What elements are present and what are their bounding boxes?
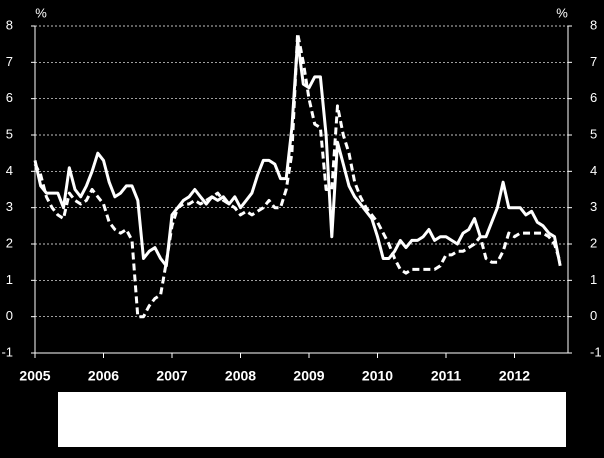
y-tick-label: 1 <box>6 272 13 287</box>
x-tick-label: 2008 <box>225 368 256 384</box>
y-tick-label: 6 <box>6 90 13 105</box>
y2-tick-label: 5 <box>590 126 597 141</box>
x-tick-label: 2005 <box>19 368 50 384</box>
x-tick-label: 2012 <box>499 368 530 384</box>
series-line <box>33 31 562 319</box>
legend-box <box>58 392 566 447</box>
y2-tick-label: 2 <box>590 235 597 250</box>
x-tick-label: 2006 <box>88 368 119 384</box>
y-tick-label: 3 <box>6 199 13 214</box>
y-tick-label: 0 <box>6 308 13 323</box>
x-tick-label: 2007 <box>156 368 187 384</box>
y-tick-label: 7 <box>6 54 13 69</box>
y-tick-label: 4 <box>6 163 13 178</box>
y-unit-left: % <box>35 5 47 20</box>
y2-tick-label: 0 <box>590 308 597 323</box>
y-tick-label: 8 <box>6 17 13 32</box>
y2-tick-label: 7 <box>590 54 597 69</box>
x-tick-label: 2010 <box>362 368 393 384</box>
x-tick-label: 2011 <box>431 368 462 384</box>
y-tick-label: -1 <box>1 344 13 359</box>
y2-tick-label: 8 <box>590 17 597 32</box>
y-tick-label: 2 <box>6 235 13 250</box>
y-unit-right: % <box>556 5 568 20</box>
y2-tick-label: 6 <box>590 90 597 105</box>
x-tick-label: 2009 <box>293 368 324 384</box>
y2-tick-label: 1 <box>590 272 597 287</box>
y2-tick-label: 4 <box>590 163 597 178</box>
y2-tick-label: -1 <box>590 344 602 359</box>
y2-tick-label: 3 <box>590 199 597 214</box>
y-tick-label: 5 <box>6 126 13 141</box>
